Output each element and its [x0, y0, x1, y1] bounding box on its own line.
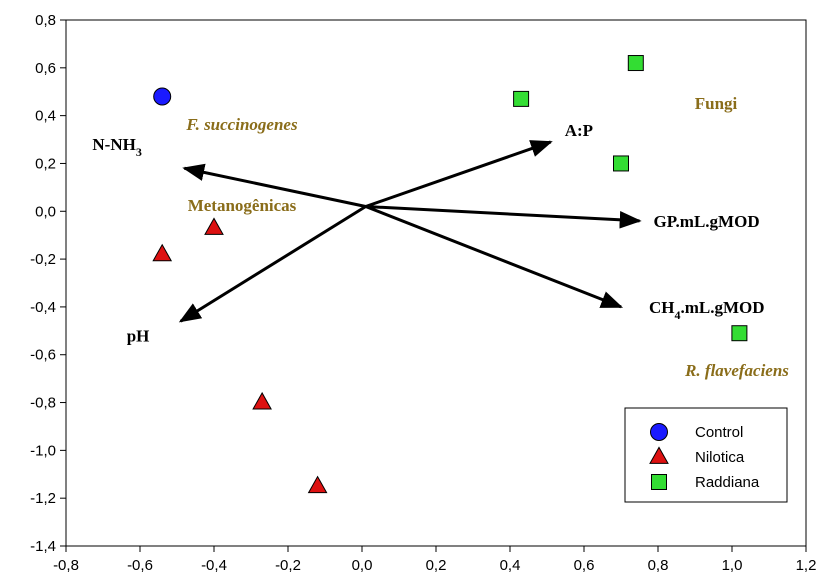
- legend-label: Nilotica: [695, 449, 745, 466]
- point-nilotica: [307, 475, 328, 494]
- point-raddiana: [627, 55, 644, 72]
- y-tick-label: 0,2: [35, 155, 56, 172]
- vector-label-text: pH: [127, 326, 150, 345]
- legend-marker-raddiana: [651, 474, 667, 490]
- x-tick-label: 0,6: [574, 557, 595, 574]
- legend-label: Control: [695, 424, 743, 441]
- legend-marker-control: [650, 423, 668, 441]
- x-tick-label: 0,2: [426, 557, 447, 574]
- group-label: R. flavefaciens: [684, 361, 789, 380]
- vector-arrow: [365, 204, 642, 229]
- y-tick-label: -1,0: [30, 442, 56, 459]
- vector-arrow: [365, 205, 624, 309]
- point-nilotica: [204, 217, 224, 235]
- data-points: [152, 55, 748, 494]
- point-control: [153, 87, 172, 106]
- x-tick-label: -0,6: [127, 557, 153, 574]
- vector-label-text: A:P: [565, 121, 593, 140]
- legend: Control Nilotica Raddiana: [624, 407, 788, 503]
- point-raddiana: [613, 155, 629, 172]
- group-label: Metanogênicas: [188, 196, 297, 215]
- vector-arrow: [365, 140, 553, 208]
- y-tick-label: -1,4: [30, 538, 56, 555]
- legend-marker-nilotica: [649, 446, 669, 464]
- vector-arrow: [182, 163, 367, 208]
- vector-label: GP.mL.gMOD: [654, 212, 760, 231]
- vector-label: N-NH3: [92, 135, 141, 159]
- vector-label-text: CH: [649, 298, 675, 317]
- y-tick-label: -0,2: [30, 251, 56, 268]
- y-tick-label: -0,8: [30, 395, 56, 412]
- vector-label: pH: [127, 326, 150, 345]
- vector-label-text: N-NH: [92, 135, 135, 154]
- x-tick-label: -0,2: [275, 557, 301, 574]
- point-raddiana: [513, 90, 530, 107]
- point-raddiana: [731, 325, 748, 342]
- vector-label-subscript: 3: [136, 145, 142, 159]
- x-tick-label: 1,0: [722, 557, 743, 574]
- x-tick-label: -0,4: [201, 557, 227, 574]
- vector-label-text: GP.mL.gMOD: [654, 212, 760, 231]
- group-label: Fungi: [695, 94, 738, 113]
- vector-arrow: [178, 205, 367, 323]
- x-tick-label: -0,8: [53, 557, 79, 574]
- y-tick-label: 0,0: [35, 203, 56, 220]
- y-tick-label: 0,4: [35, 108, 56, 125]
- y-tick-label: -0,4: [30, 299, 56, 316]
- x-tick-label: 1,2: [796, 557, 817, 574]
- vector-label: CH4.mL.gMOD: [649, 298, 765, 322]
- group-label: F. succinogenes: [185, 115, 298, 134]
- vector-label-subscript: 4: [675, 308, 681, 322]
- y-tick-label: -1,2: [30, 490, 56, 507]
- point-nilotica: [152, 243, 173, 262]
- axes: -0,8 -0,6 -0,4 -0,2 0,0 0,2 0,4 0,6 0,8 1,0 1,2 0,8…: [30, 12, 816, 574]
- vector-label-suffix: .mL.gMOD: [681, 298, 765, 317]
- y-tick-label: 0,6: [35, 60, 56, 77]
- point-nilotica: [252, 391, 272, 410]
- x-tick-label: 0,4: [500, 557, 521, 574]
- x-tick-label: 0,8: [648, 557, 669, 574]
- y-tick-label: 0,8: [35, 12, 56, 29]
- legend-label: Raddiana: [695, 474, 760, 491]
- x-tick-label: 0,0: [352, 557, 373, 574]
- vectors: A:P N-NH3 GP.mL.gMOD CH4.mL.gMOD pH: [92, 121, 764, 345]
- group-labels: F. succinogenes Fungi Metanogênicas R. flav…: [185, 94, 789, 380]
- vector-label: A:P: [565, 121, 593, 140]
- y-tick-label: -0,6: [30, 347, 56, 364]
